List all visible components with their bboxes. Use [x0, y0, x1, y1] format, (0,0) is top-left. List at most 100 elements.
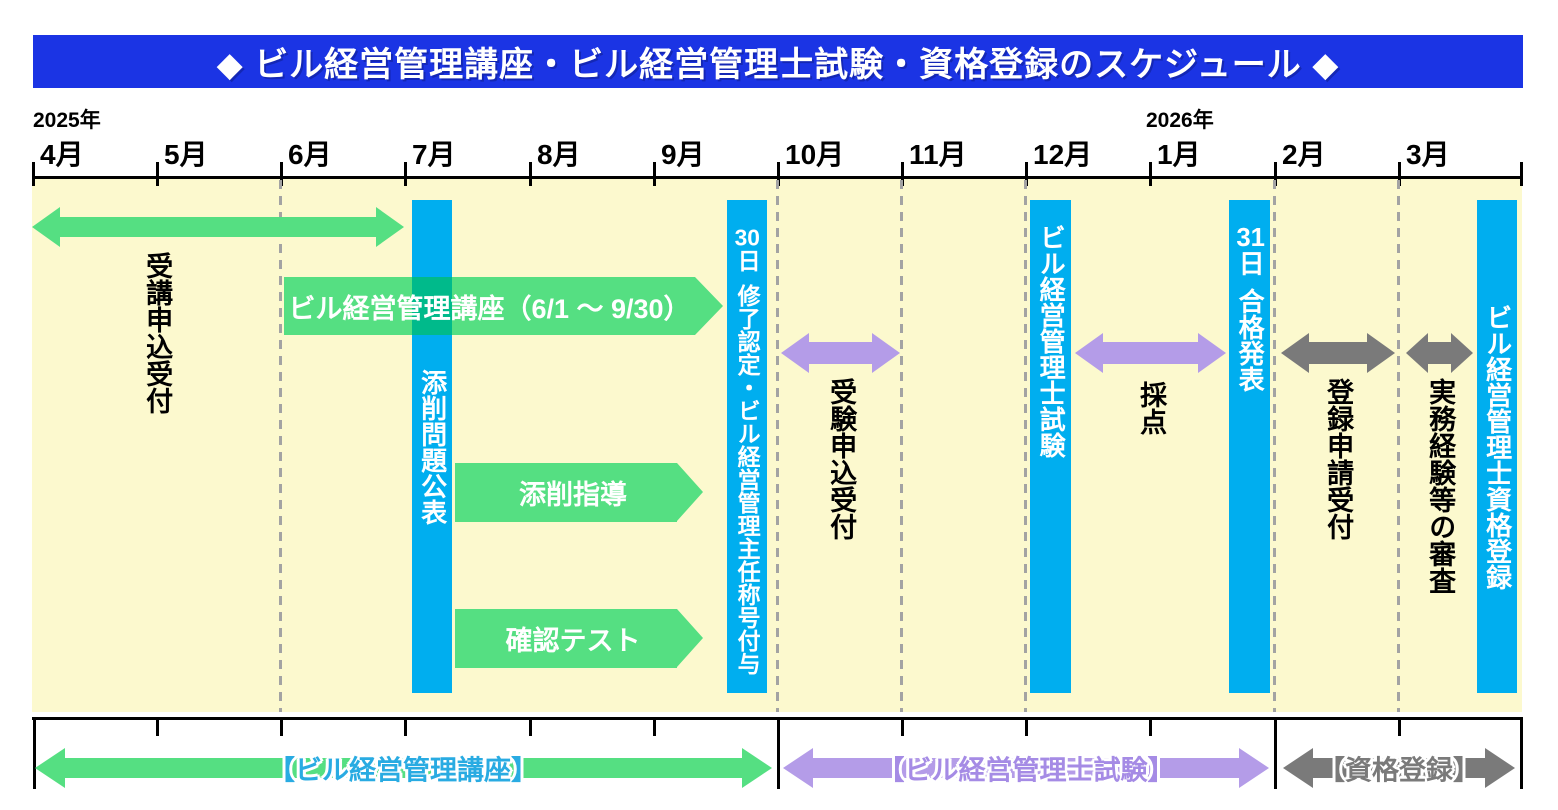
course-period-label: ビル経営管理講座（6/1 ～ 9/30） [288, 293, 691, 324]
arrow-shaft [807, 758, 1245, 778]
axis-tick [1398, 717, 1401, 736]
completion-day: 30 [734, 226, 760, 249]
month-label-feb: 2月 [1282, 139, 1326, 170]
month-label-may: 5月 [164, 139, 208, 170]
exam-bar: ビル経営管理士試験 [1030, 200, 1071, 693]
arrow-right-head-icon [1198, 333, 1226, 373]
axis-tick [156, 717, 159, 736]
month-label-mar: 3月 [1406, 139, 1450, 170]
completion-bar: 30日修了認定・ビル経営管理主任称号付与 [727, 200, 767, 693]
legend-exam-label: 【ビル経営管理士試験】 [877, 755, 1175, 786]
exam-label: ビル経営管理士試験 [1036, 224, 1067, 458]
arrow-shaft [1307, 758, 1491, 778]
axis-tick [1025, 162, 1028, 186]
registration-application-arrow [1281, 333, 1395, 373]
title-banner: ◆ ビル経営管理講座・ビル経営管理士試験・資格登録のスケジュール ◆ [33, 35, 1523, 88]
section-divider [33, 717, 36, 789]
axis-tick [1274, 162, 1277, 186]
completion-day-suffix: 日 [734, 249, 761, 272]
band-tip-icon [695, 277, 723, 335]
pass-day: 31 [1236, 224, 1265, 250]
arrow-left-head-icon [781, 333, 809, 373]
arrow-right-head-icon [1451, 333, 1473, 373]
section-divider [1274, 717, 1277, 789]
axis-tick [280, 162, 283, 186]
experience-review-arrow [1406, 333, 1473, 373]
axis-tick [1149, 162, 1152, 186]
arrow-left-head-icon [35, 748, 65, 788]
axis-tick [653, 162, 656, 186]
pass-text: 合格発表 [1235, 288, 1266, 392]
arrow-shaft [56, 217, 380, 237]
month-label-sep: 9月 [661, 139, 705, 170]
band-tip-icon [677, 463, 703, 521]
scoring-arrow [1075, 333, 1226, 373]
axis-tick [1398, 162, 1401, 186]
month-label-aug: 8月 [537, 139, 581, 170]
pass-announcement-bar: 31日合格発表 [1229, 200, 1270, 693]
axis-tick [1520, 162, 1523, 186]
month-label-jun: 6月 [288, 139, 332, 170]
axis-tick [529, 717, 532, 736]
axis-tick [529, 162, 532, 186]
qualification-registration-label: ビル経営管理士資格登録 [1482, 303, 1513, 590]
legend-exam-arrow [783, 748, 1269, 788]
arrow-right-head-icon [872, 333, 900, 373]
axis-tick [404, 162, 407, 186]
arrow-right-head-icon [742, 748, 772, 788]
band-body [284, 277, 695, 335]
gridline-mar [1397, 180, 1400, 712]
arrow-right-head-icon [1485, 748, 1515, 788]
pass-day-suffix: 日 [1235, 250, 1266, 276]
month-label-jan: 1月 [1157, 139, 1201, 170]
arrow-right-head-icon [1367, 333, 1395, 373]
arrow-shaft [805, 342, 876, 364]
band-tip-icon [677, 609, 703, 667]
gridline-feb [1273, 180, 1276, 712]
arrow-left-head-icon [1075, 333, 1103, 373]
completion-label: 30日修了認定・ビル経営管理主任称号付与 [734, 226, 761, 675]
exam-application-arrow [781, 333, 900, 373]
arrow-shaft [59, 758, 748, 778]
band-body [455, 463, 677, 522]
arrow-left-head-icon [1283, 748, 1313, 788]
qualification-registration-bar: ビル経営管理士資格登録 [1477, 200, 1517, 693]
axis-tick [32, 162, 35, 186]
correction-guidance-band-arrow: 添削指導 [455, 463, 703, 522]
month-label-dec: 12月 [1033, 139, 1093, 170]
year-label-2025: 2025年 [33, 109, 101, 132]
exam-application-label: 受験申込受付 [826, 378, 857, 540]
section-divider [777, 717, 780, 789]
band-bar-overlap [412, 277, 452, 335]
legend-registration-label: 【資格登録】 [1318, 755, 1480, 786]
gridline-nov [900, 180, 903, 712]
month-label-jul: 7月 [412, 139, 456, 170]
month-label-nov: 11月 [909, 139, 967, 170]
band-body [455, 609, 677, 668]
correction-problems-label: 添削問題公表 [417, 368, 448, 525]
course-period-band-arrow: ビル経営管理講座（6/1 ～ 9/30） [284, 277, 723, 335]
arrow-left-head-icon [1406, 333, 1428, 373]
axis-tick [901, 717, 904, 736]
pass-announcement-label: 31日合格発表 [1235, 224, 1266, 392]
experience-review-label: 実務経験等の審査 [1425, 378, 1456, 594]
gridline-jun [279, 180, 282, 712]
course-application-arrow [32, 207, 404, 247]
legend-course-arrow [35, 748, 772, 788]
correction-problems-bar: 添削問題公表 [412, 200, 452, 693]
page-title: ◆ ビル経営管理講座・ビル経営管理士試験・資格登録のスケジュール ◆ [216, 46, 1340, 84]
axis-tick [653, 717, 656, 736]
confirmation-test-band-arrow: 確認テスト [455, 609, 703, 668]
legend-course-label: 【ビル経営管理講座】 [268, 755, 538, 786]
month-label-oct: 10月 [785, 139, 845, 170]
axis-tick [404, 717, 407, 736]
axis-tick [280, 717, 283, 736]
arrow-left-head-icon [32, 207, 60, 247]
completion-text: 修了認定・ビル経営管理主任称号付与 [734, 284, 761, 675]
scoring-label: 採点 [1136, 381, 1167, 435]
gridline-dec [1024, 180, 1027, 712]
arrow-shaft [1099, 342, 1202, 364]
axis-tick [777, 162, 780, 186]
axis-tick [1025, 717, 1028, 736]
